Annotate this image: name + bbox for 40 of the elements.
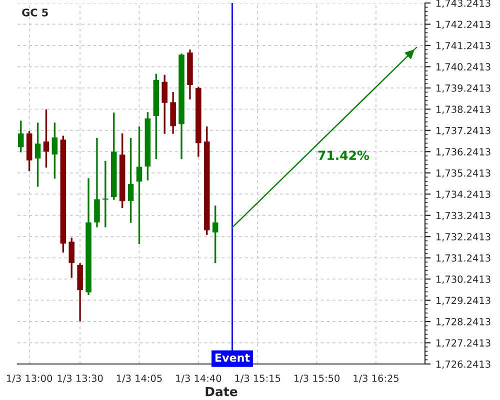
candlestick: [52, 122, 58, 180]
candlestick: [68, 236, 74, 279]
annotation: 71.42%: [318, 150, 370, 160]
y-tick-label: 1,727.2413: [436, 339, 490, 348]
y-tick-label: 1,739.2413: [436, 84, 490, 93]
y-tick-label: 1,742.2413: [436, 20, 490, 30]
y-tick-label: 1,726.2413: [436, 360, 490, 369]
y-tick-label: 1,736.2413: [436, 148, 490, 156]
y-tick-label: 1,730.2413: [436, 276, 490, 284]
y-tick-label: 1,733.2413: [436, 212, 490, 220]
y-tick-label: 1,737.2413: [436, 126, 490, 136]
y-tick-label: 1,731.2413: [436, 254, 490, 263]
candlestick: [102, 160, 108, 228]
y-tick-label: 1,738.2413: [436, 106, 490, 114]
x-tick-label: 1/3 14:05: [116, 374, 162, 383]
x-tick-label: 1/3 13:30: [58, 374, 103, 383]
chart-title: GC 5: [22, 8, 48, 16]
x-tick-label: 1/3 13:00: [7, 374, 52, 383]
y-tick-label: 1,728.2413: [436, 318, 490, 326]
candlestick: [170, 91, 176, 135]
candlestick: [34, 122, 41, 188]
y-tick-label: 1,741.2413: [436, 42, 490, 50]
candlestick: [18, 120, 24, 154]
x-tick-label: 1/3 16:25: [354, 374, 398, 383]
candlestick: [136, 126, 142, 245]
y-tick-label: 1,729.2413: [436, 296, 490, 306]
x-tick-label: 1/3 15:15: [235, 374, 280, 383]
candlestick: [162, 74, 168, 135]
candlestick: [94, 137, 100, 228]
y-tick-label: 1,734.2413: [436, 190, 490, 199]
x-tick-label: 1/3 15:50: [294, 374, 340, 383]
ref-line-label: Event: [215, 354, 250, 362]
candlestick: [212, 204, 218, 264]
y-tick-label: 1,740.2413: [436, 63, 490, 72]
candlestick: [128, 137, 134, 224]
candlestick: [43, 108, 50, 168]
y-tick-label: 1,732.2413: [436, 233, 490, 242]
x-tick-label: 1/3 14:40: [176, 374, 222, 383]
y-tick-label: 1,735.2413: [436, 169, 490, 178]
x-axis-title: Date: [206, 386, 238, 396]
